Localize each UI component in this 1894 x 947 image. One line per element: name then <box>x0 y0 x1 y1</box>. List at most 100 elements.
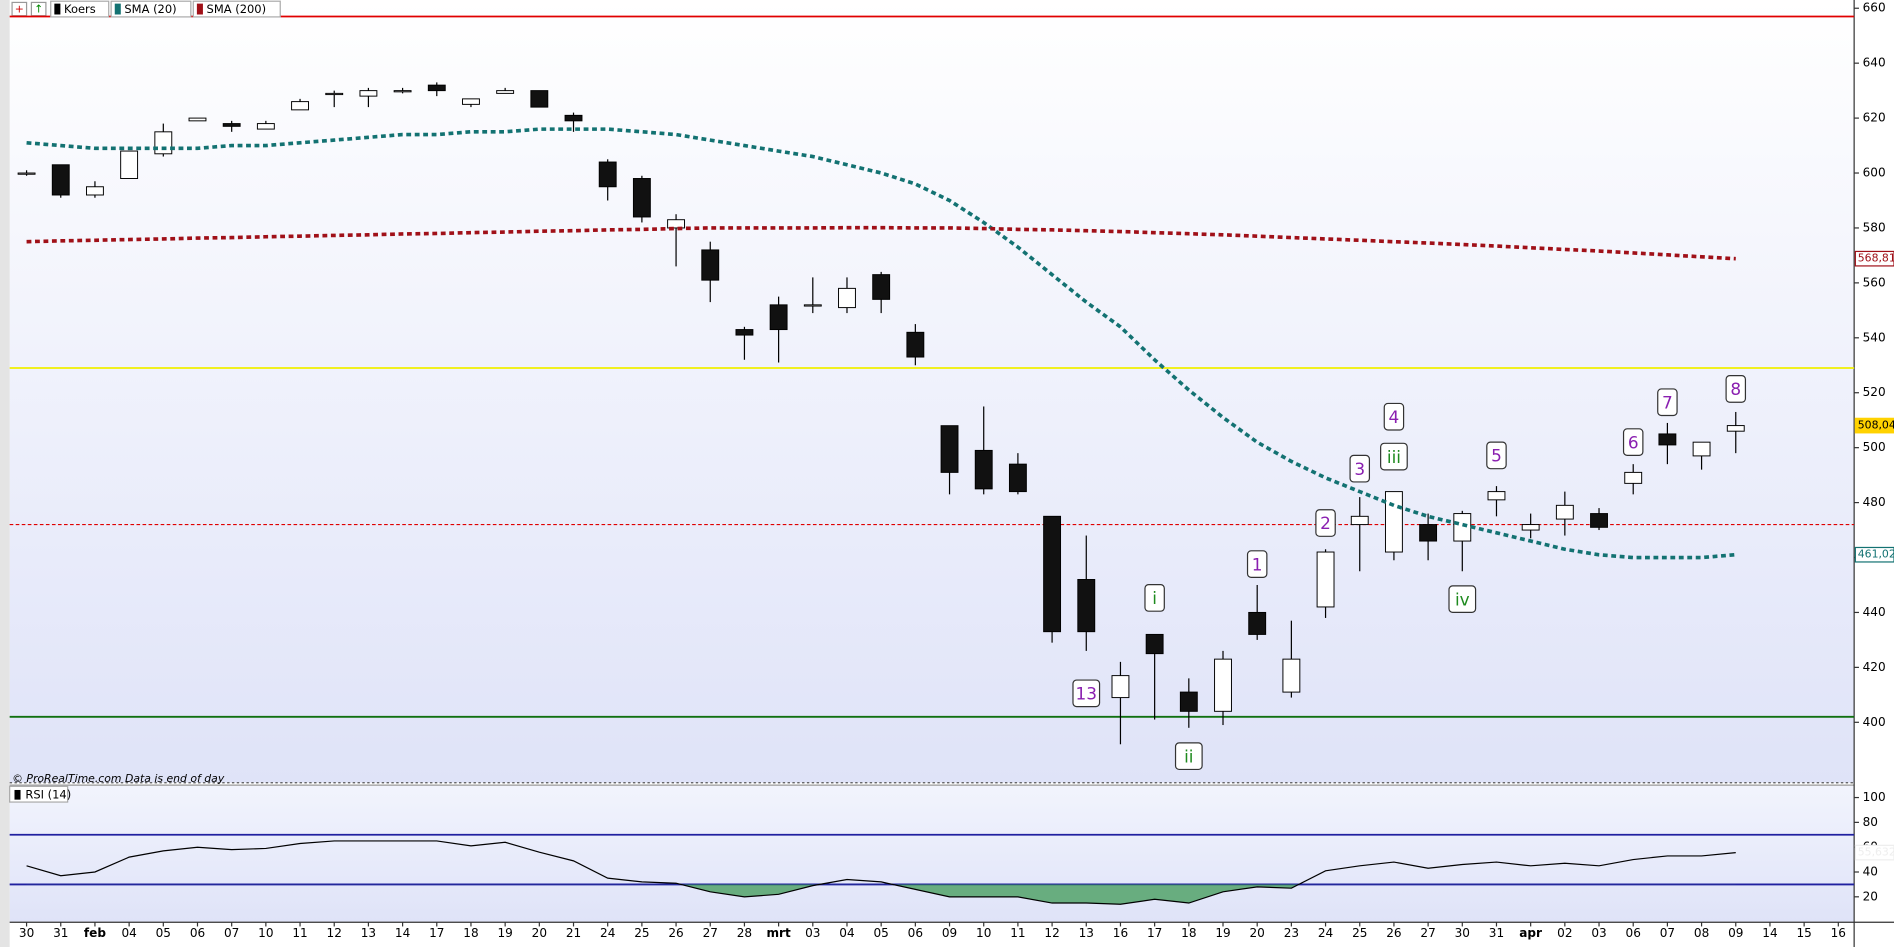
x-tick-label: 31 <box>53 926 68 940</box>
x-tick-label: 12 <box>327 926 342 940</box>
x-tick-label: mrt <box>766 926 791 940</box>
candle-body <box>1043 515 1062 633</box>
candle-body <box>1111 675 1130 699</box>
annotation-box <box>1725 375 1747 403</box>
rsi-legend-label: RSI (14) <box>25 787 71 801</box>
candle-body <box>803 304 822 307</box>
candle-body <box>1658 433 1677 446</box>
candle-body <box>872 274 891 300</box>
candle-body <box>735 329 754 336</box>
x-tick-label: 06 <box>190 926 205 940</box>
x-tick-label: 15 <box>1796 926 1811 940</box>
candle-body <box>667 219 686 229</box>
x-tick-label: 28 <box>737 926 752 940</box>
x-tick-label: feb <box>84 926 106 940</box>
candle-body <box>51 164 70 196</box>
x-tick-label: 16 <box>1831 926 1846 940</box>
y-tick-label: 400 <box>1863 715 1886 729</box>
candle-body <box>1521 524 1540 531</box>
candle-body <box>86 186 104 196</box>
x-tick-label: 04 <box>839 926 854 940</box>
x-tick-label: 17 <box>429 926 444 940</box>
x-tick-label: 08 <box>1694 926 1709 940</box>
candle-body <box>462 98 480 105</box>
x-tick-label: 09 <box>1728 926 1743 940</box>
annotation-box <box>1622 428 1644 456</box>
y-tick-label: 600 <box>1863 166 1886 180</box>
x-tick-label: 26 <box>1386 926 1401 940</box>
y-tick-label: 620 <box>1863 111 1886 125</box>
candle-body <box>530 90 549 108</box>
candle-body <box>1282 658 1301 693</box>
icon: ↑ <box>34 3 43 16</box>
x-tick-label: 27 <box>703 926 718 940</box>
last-value-label: 55,632 <box>1858 846 1894 859</box>
legend-entry <box>110 0 192 18</box>
x-tick-label: 18 <box>1181 926 1196 940</box>
rsi-legend-swatch <box>14 789 21 800</box>
annotation-box <box>1174 742 1203 771</box>
annotation-label: i <box>1152 588 1157 608</box>
last-value-box <box>1854 250 1894 267</box>
y-tick-label: 100 <box>1863 790 1886 804</box>
candle-body <box>1419 524 1438 542</box>
annotation-box <box>1144 584 1165 612</box>
x-tick-label: 03 <box>1591 926 1606 940</box>
last-value-label: 568,81 <box>1858 252 1894 265</box>
x-tick-label: 27 <box>1420 926 1435 940</box>
y-tick-label: 520 <box>1863 385 1886 399</box>
annotation-box <box>1486 441 1507 470</box>
candle-body <box>1487 491 1506 501</box>
candle-body <box>1624 471 1643 484</box>
annotation-label: iv <box>1455 589 1470 609</box>
x-tick-label: 19 <box>1215 926 1230 940</box>
legend-swatch <box>114 3 121 15</box>
x-tick-label: 05 <box>873 926 888 940</box>
annotation-label: 7 <box>1662 392 1673 412</box>
x-tick-label: 07 <box>224 926 239 940</box>
x-tick-label: 11 <box>292 926 307 940</box>
legend-label: SMA (200) <box>207 2 267 16</box>
rsi-line <box>26 840 1736 905</box>
candle-body <box>906 331 925 358</box>
last-value-label: 461,02 <box>1858 548 1894 561</box>
legend-swatch <box>196 3 203 15</box>
y-tick-label: 420 <box>1863 660 1886 674</box>
x-tick-label: 12 <box>1044 926 1059 940</box>
candle-body <box>1316 551 1335 608</box>
x-tick-label: 19 <box>497 926 512 940</box>
source-note: © ProRealTime.com Data is end of day <box>12 772 225 785</box>
annotation-label: 2 <box>1320 513 1331 533</box>
x-tick-label: 18 <box>463 926 478 940</box>
annotation-box <box>1380 442 1408 471</box>
annotation-label: 13 <box>1076 684 1098 704</box>
x-tick-label: 09 <box>942 926 957 940</box>
candle-body <box>359 90 378 97</box>
x-tick-label: 31 <box>1489 926 1504 940</box>
annotation-label: 8 <box>1730 379 1741 399</box>
toolbar[interactable] <box>0 0 10 947</box>
x-tick-label: 16 <box>1113 926 1128 940</box>
candle-body <box>1692 441 1711 457</box>
y-tick-label: 480 <box>1863 495 1886 509</box>
x-tick-label: 26 <box>668 926 683 940</box>
candle-body <box>701 249 720 281</box>
annotation-box <box>1657 388 1678 417</box>
y-tick-label: 80 <box>1863 815 1878 829</box>
candle-body <box>974 449 993 490</box>
candle-body <box>1008 463 1027 493</box>
candle-body <box>1453 513 1472 542</box>
y-tick-label: 640 <box>1863 56 1886 70</box>
candle-body <box>325 92 344 96</box>
candle-body <box>496 90 515 94</box>
candle-body <box>940 425 959 473</box>
x-tick-label: 24 <box>1318 926 1333 940</box>
annotation-label: iii <box>1387 447 1401 467</box>
last-value-box <box>1854 844 1894 861</box>
y-tick-label: 440 <box>1863 605 1886 619</box>
x-tick-label: 11 <box>1010 926 1025 940</box>
x-tick-label: 23 <box>1284 926 1299 940</box>
moving-average <box>26 225 1736 261</box>
candle-body <box>222 123 241 127</box>
candle-body <box>1555 504 1574 520</box>
